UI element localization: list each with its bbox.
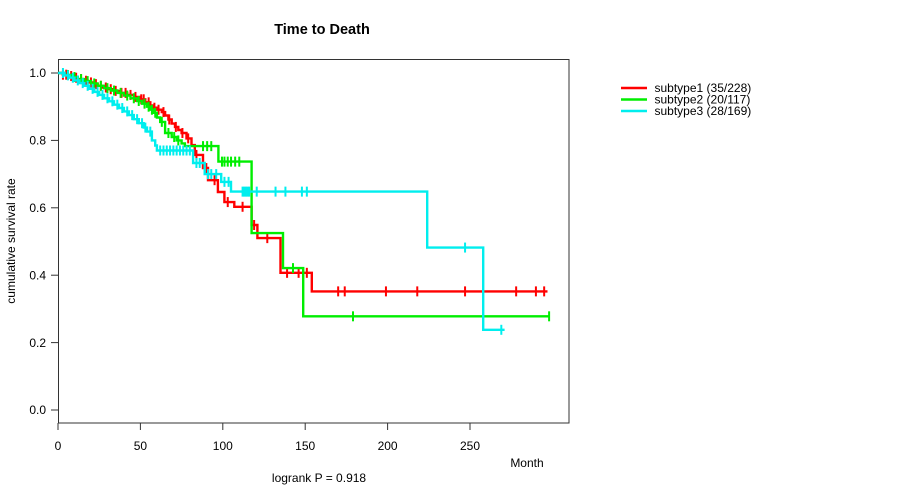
legend-label: subtype2 (20/117) [655,93,751,107]
x-tick-label: 250 [460,439,480,453]
plot-area-border [58,59,570,424]
x-tick-label: 200 [378,439,398,453]
survival-curve-subtype2 [58,71,550,318]
x-tick-label: 0 [55,439,62,453]
legend-item: subtype2 (20/117) [621,93,750,107]
y-tick-label: 0.2 [29,336,46,350]
censor-marks-subtype3 [61,68,503,335]
x-tick-label: 100 [213,439,233,453]
y-axis-title: cumulative survival rate [4,178,18,304]
y-tick-label: 0.8 [29,134,46,148]
legend-item: subtype3 (28/169) [621,104,751,118]
censor-marks-subtype2 [66,70,551,322]
chart-title: Time to Death [274,22,370,38]
legend-label: subtype3 (28/169) [655,104,752,118]
logrank-pvalue: logrank P = 0.918 [272,471,367,485]
x-axis-title: Month [510,456,543,470]
y-tick-label: 0.6 [29,201,46,215]
y-tick-label: 0.4 [29,268,46,282]
x-tick-label: 50 [134,439,148,453]
survival-curve-subtype3 [58,71,505,331]
legend: subtype1 (35/228)subtype2 (20/117)subtyp… [621,81,751,118]
y-tick-label: 1.0 [29,66,46,80]
legend-item: subtype1 (35/228) [621,81,751,95]
survival-curves [58,68,551,335]
x-axis-ticks: 0 50 100 150 200 250 [55,423,480,453]
y-tick-label: 0.0 [29,403,46,417]
x-tick-label: 150 [295,439,315,453]
legend-label: subtype1 (35/228) [655,81,752,95]
y-axis-ticks: 0.0 0.2 0.4 0.6 0.8 1.0 [29,66,58,417]
